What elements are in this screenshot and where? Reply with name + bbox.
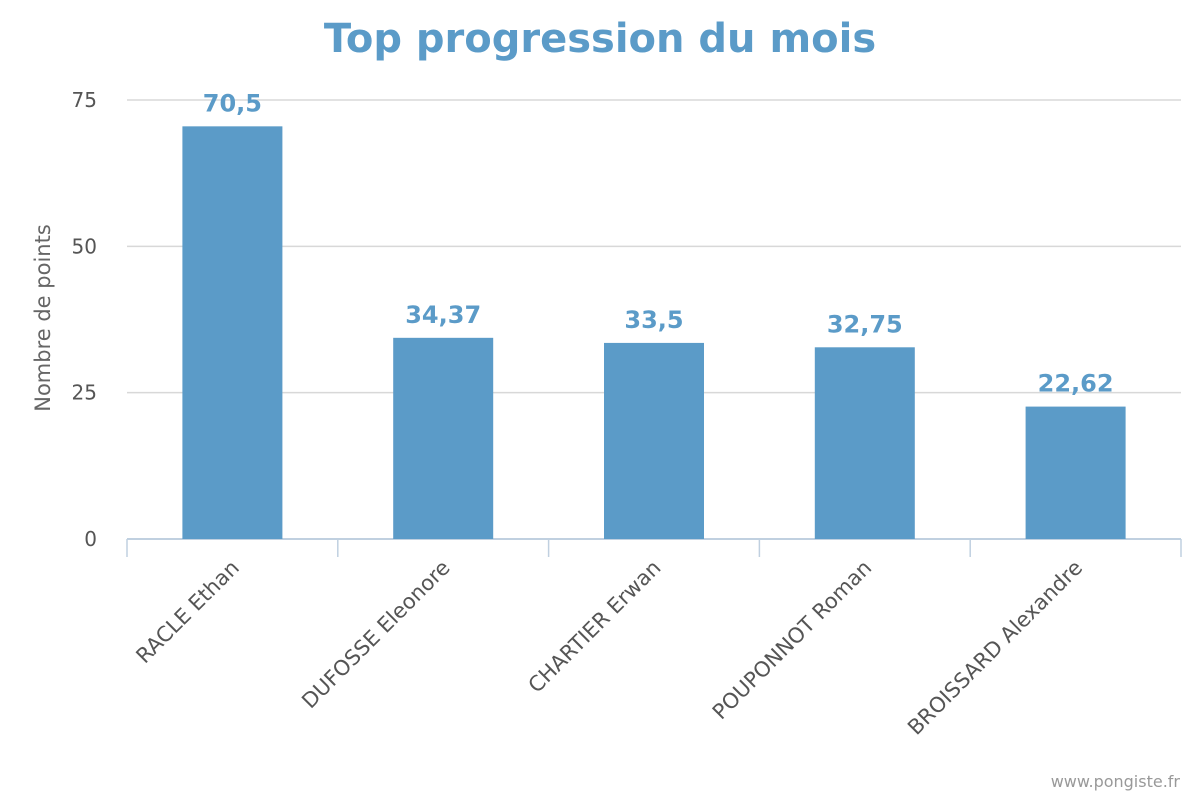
y-tick-label: 0 (84, 527, 97, 551)
data-label: 22,62 (1038, 370, 1114, 398)
y-axis-ticks: 0 25 50 75 (72, 88, 97, 551)
data-labels: 70,5 34,37 33,5 32,75 22,62 (203, 89, 1114, 397)
y-tick-label: 25 (72, 381, 97, 405)
x-axis-ticks: RACLE Ethan DUFOSSE Eleonore CHARTIER Erwa… (131, 556, 1087, 740)
y-tick-label: 75 (72, 88, 97, 112)
data-label: 34,37 (405, 301, 481, 329)
bar[interactable] (393, 337, 494, 539)
credit-link[interactable]: www.pongiste.fr (1051, 772, 1181, 791)
chart-title: Top progression du mois (324, 16, 876, 62)
x-tick-label: BROISSARD Alexandre (903, 556, 1087, 740)
x-tick-label: RACLE Ethan (131, 556, 243, 668)
bar[interactable] (604, 342, 704, 539)
bar[interactable] (1025, 406, 1126, 539)
data-label: 32,75 (827, 310, 903, 338)
x-tick-label: DUFOSSE Eleonore (297, 556, 455, 714)
y-tick-label: 50 (72, 234, 97, 258)
bar[interactable] (182, 126, 283, 539)
data-label: 33,5 (624, 306, 683, 334)
x-axis (126, 538, 1182, 557)
y-axis-label: Nombre de points (31, 224, 55, 412)
data-label: 70,5 (203, 89, 262, 117)
bars (182, 126, 1126, 539)
x-tick-label: CHARTIER Erwan (524, 556, 666, 698)
x-tick-label: POUPONNOT Roman (708, 556, 877, 725)
bar[interactable] (814, 347, 915, 539)
